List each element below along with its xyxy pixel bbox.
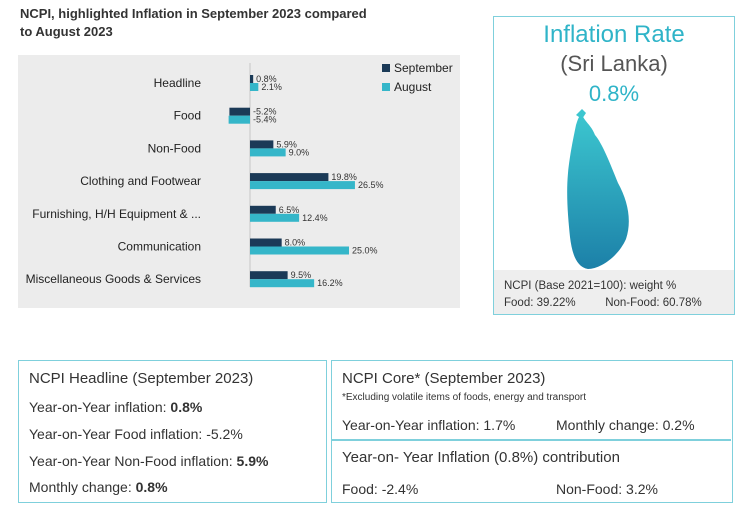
food-weight: Food: 39.22% [504,297,576,309]
data-label: 16.2% [317,278,343,288]
bar-chart: Headline 0.8%2.1% Food -5.2%-5.4% Non-Food 5.… [26,61,453,288]
contribution-food: Food: -2.4% [342,481,419,497]
headline-panel: NCPI Headline (September 2023) Year-on-Y… [18,360,327,503]
headline-yoy-label: Year-on-Year inflation: [29,399,171,415]
legend-label-september: September [394,61,453,75]
bar-september [229,107,250,116]
category-label: Clothing and Footwear [80,174,201,188]
headline-nonfood: Year-on-Year Non-Food inflation: 5.9% [29,453,268,469]
chart-title: NCPI, highlighted Inflation in September… [20,6,367,39]
contribution-nonfood: Non-Food: 3.2% [556,481,658,497]
bar-august [228,115,250,124]
data-label: 5.9% [276,139,297,149]
category-label: Headline [154,76,202,90]
weights-title: NCPI (Base 2021=100): weight % [504,280,677,292]
headline-monthly: Monthly change: 0.8% [29,479,168,495]
legend-swatch-september [382,64,390,72]
legend-swatch-august [382,83,390,91]
weights-panel: NCPI (Base 2021=100): weight % Food: 39.… [494,270,734,314]
bar-chart-panel: Headline 0.8% 2.1% Food -5.2% -5.4% Non-Food 5.… [18,55,460,308]
bar-august [250,181,355,190]
category-label: Furnishing, H/H Equipment & ... [32,207,201,221]
data-label: 0.8% [256,74,277,84]
data-label: 25.0% [352,246,378,256]
bar-august [250,246,349,255]
bar-september [250,205,276,214]
data-label: -5.2% [253,107,277,117]
data-label: -5.4% [253,115,277,125]
headline-yoy-value: 0.8% [170,399,203,415]
headline-monthly-label: Monthly change: [29,479,136,495]
data-label: 6.5% [279,205,300,215]
core-monthly: Monthly change: 0.2% [556,417,695,433]
data-label: 12.4% [302,213,328,223]
core-title: NCPI Core* (September 2023) [342,370,546,387]
category-label: Communication [118,240,201,254]
sri-lanka-map-icon [567,109,629,269]
country-label: (Sri Lanka) [560,51,668,76]
headline-yoy: Year-on-Year inflation: 0.8% [29,399,202,415]
inflation-title: Inflation Rate [543,21,685,48]
bar-september [250,271,288,280]
bar-september [250,75,254,83]
data-label: 8.0% [285,238,306,248]
legend-label-august: August [394,80,432,94]
core-yoy: Year-on-Year inflation: 1.7% [342,417,516,433]
headline-nonfood-label: Year-on-Year Non-Food inflation: [29,453,237,469]
headline-title: NCPI Headline (September 2023) [29,370,254,387]
inflation-rate-panel: Inflation Rate (Sri Lanka) 0.8% NCPI (Ba… [493,16,735,315]
headline-food-label: Year-on-Year Food inflation: [29,426,207,442]
core-note: *Excluding volatile items of foods, ener… [342,392,587,403]
data-label: 9.0% [289,147,310,157]
weights-row: Food: 39.22% Non-Food: 60.78% [504,295,734,312]
headline-food: Year-on-Year Food inflation: -5.2% [29,426,243,442]
bar-august [250,279,315,288]
data-label: 9.5% [291,270,312,280]
headline-food-value: -5.2% [206,426,243,442]
inflation-value: 0.8% [588,81,640,106]
data-label: 26.5% [358,180,384,190]
headline-nonfood-value: 5.9% [236,453,269,469]
bar-september [250,173,329,182]
core-panel: NCPI Core* (September 2023) *Excluding v… [331,360,733,503]
headline-monthly-value: 0.8% [135,479,168,495]
bar-september [250,238,282,247]
bar-september [250,140,274,149]
category-label: Food [174,109,201,123]
data-label: 2.1% [261,82,282,92]
core-divider [332,439,731,441]
bar-august [250,148,286,157]
category-label: Non-Food [148,141,201,155]
contribution-title: Year-on- Year Inflation (0.8%) contribut… [342,449,620,466]
category-label: Miscellaneous Goods & Services [26,272,201,286]
bar-august [250,213,300,222]
nonfood-weight: Non-Food: 60.78% [605,297,702,309]
data-label: 19.8% [331,172,357,182]
bar-august [250,83,259,91]
